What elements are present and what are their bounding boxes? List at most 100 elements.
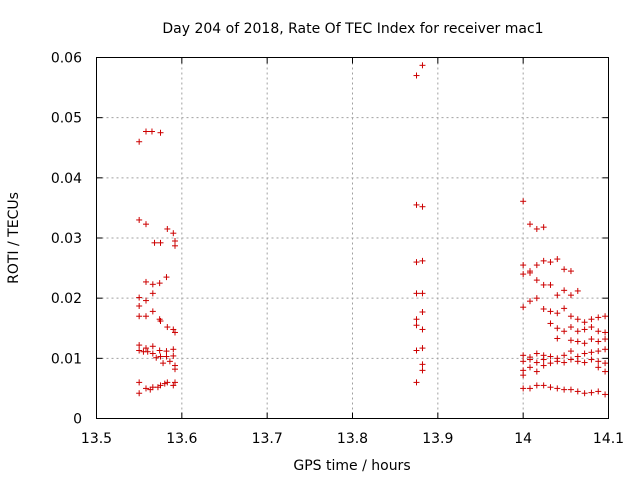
data-point [581,319,588,326]
data-point [554,358,561,365]
data-point [574,287,581,294]
data-point [561,287,568,294]
data-point [602,360,609,367]
x-axis-title: GPS time / hours [293,458,410,474]
data-point [170,230,177,237]
data-point [136,138,143,145]
data-point [172,379,179,386]
data-point [136,390,143,397]
data-point [419,326,426,333]
data-point [142,313,149,320]
x-tick-label: 13.8 [337,431,368,447]
data-point [581,350,588,357]
data-point [561,352,568,359]
data-point [413,379,420,386]
data-point [567,292,574,299]
y-tick-label: 0.03 [51,231,82,247]
data-point [520,358,527,365]
data-point [540,305,547,312]
data-point [170,382,177,389]
data-point [547,281,554,288]
data-point [136,294,143,301]
data-point [602,313,609,320]
data-point [540,356,547,363]
y-tick-label: 0.01 [51,351,82,367]
data-point [554,256,561,263]
data-point [164,379,171,386]
data-points [136,62,609,398]
data-point [153,354,160,361]
data-point [581,390,588,397]
data-point [574,388,581,395]
data-point [554,310,561,317]
data-point [595,314,602,321]
data-point [595,338,602,345]
data-point [142,221,149,228]
data-point [520,262,527,269]
data-point [533,295,540,302]
grid-lines [96,57,609,419]
data-point [142,345,149,352]
data-point [149,290,156,297]
data-point [533,277,540,284]
data-point [581,340,588,347]
data-point [520,385,527,392]
data-point [149,384,156,391]
data-point [419,345,426,352]
data-point [574,328,581,335]
data-point [172,329,179,336]
data-point [172,242,179,249]
data-point [156,347,163,354]
data-point [144,348,151,355]
data-point [547,384,554,391]
data-point [540,224,547,231]
data-point [413,290,420,297]
data-point [602,391,609,398]
chart-title: Day 204 of 2018, Rate Of TEC Index for r… [162,21,543,37]
data-point [554,325,561,332]
data-point [157,239,164,246]
data-point [540,257,547,264]
data-point [142,297,149,304]
data-point [554,335,561,342]
data-point [170,352,177,359]
data-point [413,322,420,329]
data-point [602,368,609,375]
data-point [157,353,164,360]
data-point [526,269,533,276]
data-point [520,352,527,359]
x-tick-label: 13.9 [422,431,453,447]
data-point [526,364,533,371]
data-point [581,359,588,366]
data-point [547,308,554,315]
data-point [419,290,426,297]
data-point [142,278,149,285]
data-point [595,364,602,371]
data-point [413,347,420,354]
data-point [567,313,574,320]
data-point [533,368,540,375]
x-axis-tick-labels: 13.5 13.6 13.7 13.8 13.9 14 14.1 [81,431,624,447]
data-point [149,281,156,288]
data-point [148,128,155,135]
data-point [540,281,547,288]
data-point [170,326,177,333]
data-point [161,380,168,387]
data-point [533,262,540,269]
plot-frame [96,57,609,419]
data-point [157,382,164,389]
data-point [149,343,156,350]
data-point [554,292,561,299]
data-point [567,324,574,331]
y-tick-label: 0.04 [51,171,82,187]
data-point [136,379,143,386]
data-point [151,239,158,246]
data-point [540,382,547,389]
data-point [574,316,581,323]
data-point [561,328,568,335]
data-point [419,257,426,264]
x-tick-label: 13.7 [252,431,283,447]
data-point [533,350,540,357]
x-tick-label: 14 [514,431,532,447]
